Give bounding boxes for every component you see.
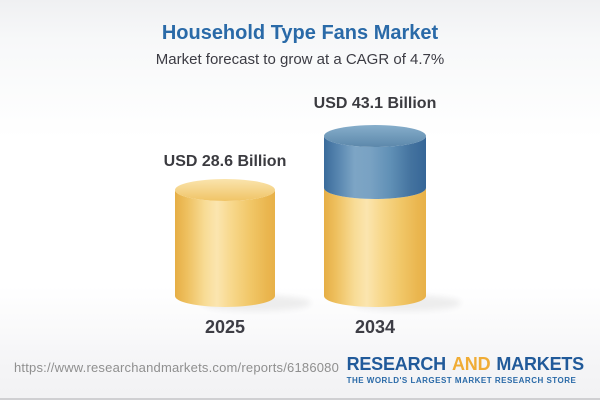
cylinder-2025: [175, 179, 275, 307]
logo-word-markets: MARKETS: [496, 354, 584, 374]
category-label-2034: 2034: [354, 317, 396, 337]
logo-wordmark: RESEARCH AND MARKETS: [346, 354, 585, 374]
logo-tagline: THE WORLD'S LARGEST MARKET RESEARCH STOR…: [346, 376, 577, 385]
cylinder-2034: [324, 125, 426, 307]
cylinder-2034-growth-segment: [324, 136, 426, 199]
research-and-markets-logo: RESEARCH AND MARKETS THE WORLD'S LARGEST…: [346, 354, 585, 385]
report-url: https://www.researchandmarkets.com/repor…: [14, 360, 340, 375]
value-label-2025: USD 28.6 Billion: [163, 153, 287, 170]
chart-title: Household Type Fans Market: [161, 22, 439, 44]
logo-word-and: AND: [451, 354, 491, 374]
logo-word-research: RESEARCH: [346, 354, 447, 374]
cylinder-2034-base-segment: [324, 188, 426, 307]
value-label-2034: USD 43.1 Billion: [313, 95, 437, 112]
category-label-2025: 2025: [204, 317, 246, 337]
chart-subtitle: Market forecast to grow at a CAGR of 4.7…: [155, 51, 445, 68]
